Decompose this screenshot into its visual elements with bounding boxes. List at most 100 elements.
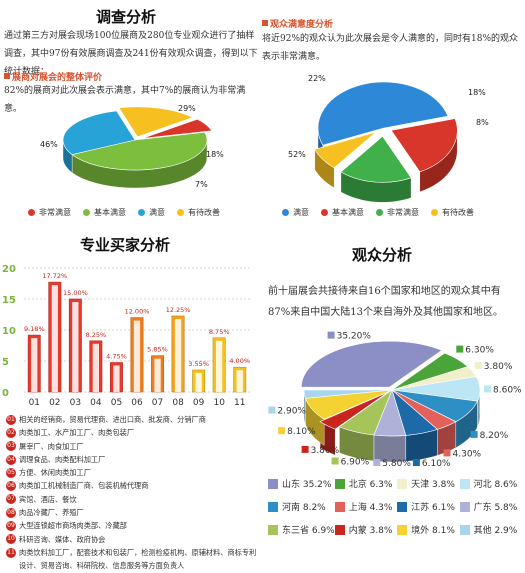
exhibitor-legend-item: 有待改善 <box>177 207 220 218</box>
bar-inner-06 <box>133 320 141 392</box>
legend-swatch-icon <box>397 524 408 535</box>
exhibitor-pie-slice-1 <box>71 131 208 171</box>
y-tick-label: 15 <box>2 295 16 306</box>
legend-label: 其他 2.9% <box>473 526 518 536</box>
bar-inner-01 <box>31 338 38 392</box>
buyers-title: 专业买家分析 <box>80 236 171 254</box>
number-badge: 11 <box>6 547 16 558</box>
buyer-category-item: 05 方便、休闲肉类加工厂 <box>6 466 258 479</box>
exhibitor-eval-header: 展商对展会的整体评价 <box>4 70 102 83</box>
legend-dot-icon <box>83 209 90 216</box>
exhibitor-pie-label-basic: 46% <box>40 140 58 149</box>
legend-label: 内蒙 3.8% <box>348 526 393 536</box>
buyer-category-item: 02 肉类加工、水产加工厂、肉类包装厂 <box>6 426 258 439</box>
buyer-category-text: 屠宰厂、肉食加工厂 <box>19 441 84 451</box>
exhibitor-pie-slice-3 <box>118 106 194 138</box>
audience-legend-item: 境外 8.1% <box>397 523 459 536</box>
legend-label: 北京 6.3% <box>348 480 393 490</box>
bar-inner-04 <box>92 343 99 392</box>
x-tick-label: 10 <box>213 398 225 408</box>
y-tick-label: 0 <box>2 388 9 399</box>
audience-legend-item: 广东 5.8% <box>459 500 522 513</box>
audience-legend-item: 河南 8.2% <box>268 500 335 513</box>
x-tick-label: 09 <box>193 398 205 408</box>
audience-value-label: 8.60% <box>493 385 522 395</box>
bar-value-label: 17.72% <box>42 272 67 280</box>
x-tick-label: 03 <box>70 398 81 408</box>
visitor-legend-item: 有待改善 <box>431 207 474 218</box>
audience-value-label: 5.80% <box>382 459 411 469</box>
legend-dot-icon <box>376 209 383 216</box>
legend-dot-icon <box>138 209 145 216</box>
legend-label: 非常满意 <box>39 208 71 217</box>
legend-label: 河北 8.6% <box>473 480 518 490</box>
bar-value-label: 4.00% <box>229 357 250 365</box>
y-tick-label: 10 <box>2 326 16 337</box>
x-tick-label: 01 <box>29 398 40 408</box>
bar-inner-11 <box>236 370 243 392</box>
legend-swatch-icon <box>397 501 408 512</box>
audience-value-label: 2.90% <box>277 407 306 417</box>
legend-label: 基本满意 <box>332 208 364 217</box>
audience-legend-item: 山东 35.2% <box>268 477 335 490</box>
x-tick-label: 07 <box>152 398 163 408</box>
visitor-pie-slice-2 <box>340 135 412 183</box>
x-tick-label: 05 <box>111 398 122 408</box>
legend-label: 有待改善 <box>188 208 220 217</box>
legend-dot-icon <box>28 209 35 216</box>
number-badge: 03 <box>6 441 16 452</box>
audience-pie-slice-wall-7 <box>373 434 406 463</box>
visitor-pie-label-satisfied: 52% <box>288 150 306 159</box>
visitor-pie-slice-0 <box>317 81 449 146</box>
buyer-category-text: 肉类饮料加工厂，配套技术和包装厂，检测检疫机构、原辅材料、商标专利 <box>19 547 257 557</box>
buyer-category-text: 宾馆、酒店、餐饮 <box>19 494 77 504</box>
legend-label: 满意 <box>149 208 165 217</box>
number-badge: 04 <box>6 454 16 465</box>
exhibitor-eval-header-text: 展商对展会的整体评价 <box>12 73 103 83</box>
bar-inner-10 <box>216 340 223 393</box>
x-tick-label: 02 <box>49 398 60 408</box>
audience-value-label: 3.80% <box>311 446 340 456</box>
legend-label: 境外 8.1% <box>411 526 455 536</box>
exhibitor-legend-item: 非常满意 <box>28 207 71 218</box>
square-bullet-icon <box>262 20 268 26</box>
legend-swatch-icon <box>397 478 408 489</box>
buyer-category-item: 06 肉类加工机械制造厂商、包装机械代理商 <box>6 479 258 492</box>
visitor-pie-label-basic: 22% <box>308 74 326 83</box>
audience-value-label: 35.20% <box>337 332 372 342</box>
audience-label-swatch <box>331 457 339 465</box>
audience-legend-item: 江苏 6.1% <box>397 500 459 513</box>
buyer-category-text: 科研咨询、媒体、政府协会 <box>19 534 106 544</box>
buyer-category-text: 肉类加工、水产加工厂、肉类包装厂 <box>19 428 135 438</box>
legend-dot-icon <box>282 209 289 216</box>
audience-label-swatch <box>443 449 451 457</box>
exhibitor-legend-item: 基本满意 <box>83 207 126 218</box>
audience-value-label: 4.30% <box>453 449 482 459</box>
bar-value-label: 9.18% <box>24 325 45 333</box>
audience-value-label: 6.30% <box>465 346 494 356</box>
bar-value-label: 12.00% <box>125 308 150 316</box>
audience-pie-slice-11 <box>303 389 393 399</box>
legend-label: 基本满意 <box>94 208 126 217</box>
number-badge: 10 <box>6 534 16 545</box>
x-tick-label: 06 <box>131 398 143 408</box>
audience-value-label: 6.10% <box>422 459 451 469</box>
legend-swatch-icon <box>334 524 345 535</box>
legend-label: 有待改善 <box>442 208 474 217</box>
bar-value-label: 12.25% <box>166 306 191 314</box>
bar-value-label: 8.25% <box>86 331 107 339</box>
audience-value-label: 8.10% <box>287 427 316 437</box>
legend-dot-icon <box>177 209 184 216</box>
legend-swatch-icon <box>459 501 470 512</box>
buyer-category-text: 方便、休闲肉类加工厂 <box>19 468 91 478</box>
exhibitor-pie-label-satisfied: 29% <box>178 104 196 113</box>
survey-title: 调查分析 <box>96 8 157 26</box>
audience-legend-item: 上海 4.3% <box>334 500 397 513</box>
audience-label-swatch <box>470 430 478 438</box>
legend-label: 山东 35.2% <box>282 480 332 490</box>
buyer-category-item: 01 相关的经销商，贸易代理商、进出口商、批发商、分销厂商 <box>6 413 258 426</box>
legend-label: 非常满意 <box>387 208 419 217</box>
bar-inner-05 <box>113 365 120 392</box>
legend-swatch-icon <box>268 478 278 489</box>
buyer-category-text: 设计、贸易咨询、科研院校、信息服务等方面负责人 <box>19 561 185 571</box>
